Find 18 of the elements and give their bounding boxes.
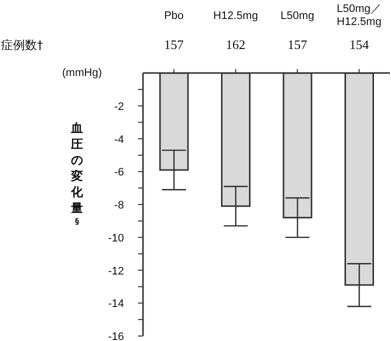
y-tick-label: -8 xyxy=(114,200,124,212)
x-tick-label: L50mg xyxy=(280,10,314,22)
text: 157 xyxy=(288,37,308,52)
y-tick-label: -2 xyxy=(114,100,124,113)
text: 症例数† xyxy=(1,38,43,52)
y-tick-label: -16 xyxy=(108,331,124,341)
x-tick-label: H12.5mg xyxy=(213,10,258,22)
text: 157 xyxy=(164,37,184,52)
text: (mmHg) xyxy=(62,67,102,79)
y-tick-label: -4 xyxy=(114,134,124,146)
y-tick-label: -12 xyxy=(108,265,124,278)
y-tick-label: -10 xyxy=(108,232,124,244)
y-tick-label: -14 xyxy=(108,298,124,310)
text: 154 xyxy=(349,37,370,52)
y-tick-label: -6 xyxy=(114,166,124,179)
x-tick-label: L50mg／H12.5mg xyxy=(336,3,382,28)
x-tick-label: Pbo xyxy=(164,10,184,22)
text: 162 xyxy=(226,37,246,52)
